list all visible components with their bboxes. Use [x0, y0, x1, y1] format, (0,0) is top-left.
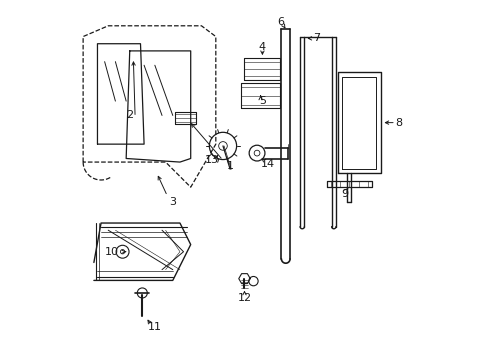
Text: 10: 10 [104, 247, 119, 257]
Text: 5: 5 [259, 96, 265, 106]
Text: 8: 8 [394, 118, 402, 128]
Text: 12: 12 [237, 293, 251, 303]
Text: 3: 3 [169, 197, 176, 207]
Text: 2: 2 [126, 111, 133, 121]
Text: 13: 13 [205, 155, 219, 165]
Text: 11: 11 [147, 322, 162, 332]
Text: 7: 7 [312, 33, 319, 43]
Text: 1: 1 [226, 161, 233, 171]
Text: 6: 6 [276, 17, 283, 27]
Text: 4: 4 [258, 42, 265, 52]
Text: 9: 9 [341, 189, 348, 199]
Text: 14: 14 [260, 159, 274, 169]
